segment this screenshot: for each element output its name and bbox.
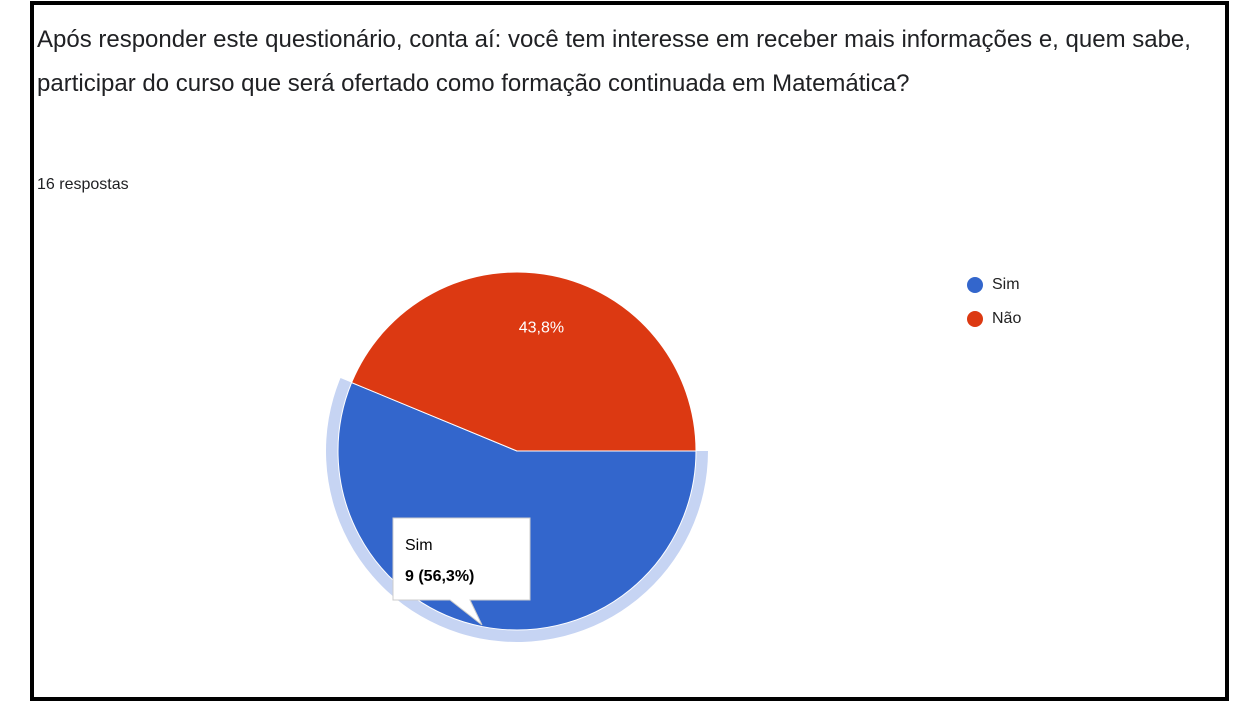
page: Após responder este questionário, conta …: [30, 1, 1229, 701]
question-title: Após responder este questionário, conta …: [37, 26, 1191, 97]
legend-label: Não: [992, 310, 1021, 327]
pie-slice: [350, 271, 697, 452]
tooltip-category: Sim: [405, 537, 433, 554]
tooltip-box: [392, 517, 531, 626]
slice-label: 43,8%: [519, 319, 564, 336]
legend-marker: [967, 277, 983, 293]
tooltip-value: 9 (56,3%): [405, 568, 474, 585]
legend-marker: [967, 311, 983, 327]
legend-label: Sim: [992, 276, 1020, 293]
response-count: 16 respostas: [37, 176, 129, 193]
